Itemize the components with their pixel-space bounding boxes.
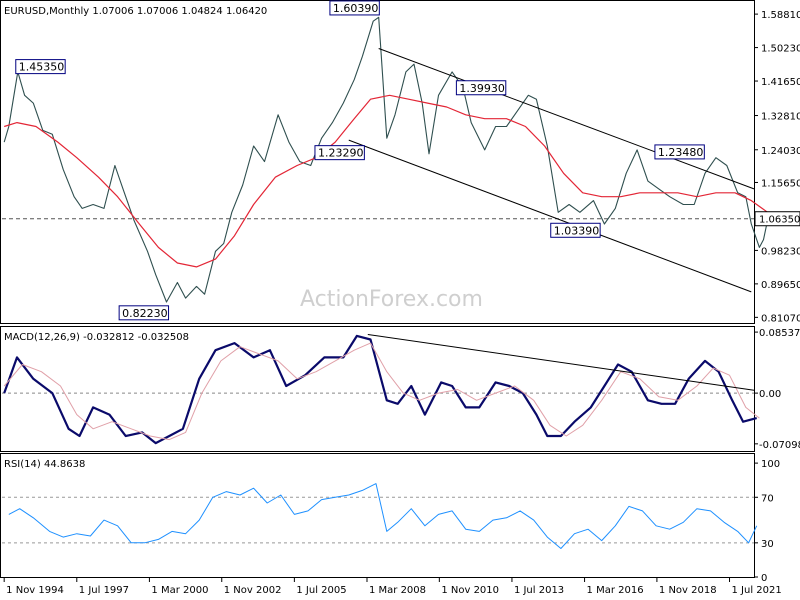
macd-tick-label: 0.085379 xyxy=(759,328,800,339)
annotation-box xyxy=(455,80,507,96)
macd-label: MACD(12,26,9) -0.032812 -0.032508 xyxy=(4,332,189,343)
time-tick-label: 1 Nov 2002 xyxy=(224,585,282,596)
rsi-line xyxy=(8,483,758,549)
annotation-box xyxy=(550,222,601,238)
price-annotation: 1.03390 xyxy=(550,222,601,238)
price-annotation: 1.39930 xyxy=(455,80,507,96)
price-annotation: 0.82230 xyxy=(118,305,170,321)
price-tick-label: 0.81070 xyxy=(761,313,800,324)
annotation-label: 1.60390 xyxy=(333,2,379,15)
price-layer: 1.45350 0.82230 1.60390 1.23290 1.39930 1.033… xyxy=(2,0,769,321)
rsi-tick-label: 0 xyxy=(761,573,767,584)
annotation-box xyxy=(654,144,705,160)
annotation-label: 0.82230 xyxy=(122,307,167,320)
rsi-label: RSI(14) 44.8638 xyxy=(4,459,85,470)
macd-layer xyxy=(2,334,760,445)
price-annotation: 1.45350 xyxy=(15,59,66,75)
price-tick-label: 0.98230 xyxy=(761,246,800,257)
annotation-label: 1.45350 xyxy=(19,61,65,74)
rsi-tick-label: 70 xyxy=(761,493,774,504)
time-tick-label: 1 Nov 2010 xyxy=(441,585,499,596)
ma-line xyxy=(4,94,768,268)
price-annotation: 1.60390 xyxy=(329,0,380,16)
time-tick-label: 1 Nov 1994 xyxy=(6,585,64,596)
annotation-box xyxy=(15,59,66,75)
price-tick-label: 1.24030 xyxy=(761,146,800,157)
rsi-layer xyxy=(2,483,758,549)
annotation-box xyxy=(314,145,365,161)
price-tick-label: 1.58810 xyxy=(761,10,800,21)
price-trendline-1 xyxy=(348,139,752,293)
price-line xyxy=(3,16,769,303)
price-panel-frame xyxy=(0,0,755,324)
rsi-tick-label: 30 xyxy=(761,539,774,550)
annotation-label: 1.03390 xyxy=(554,224,600,237)
time-tick-label: 1 Nov 2018 xyxy=(659,585,717,596)
annotation-label: 1.39930 xyxy=(459,82,505,95)
price-tick-label: 1.32810 xyxy=(761,112,800,123)
time-tick-label: 1 Mar 2008 xyxy=(369,585,426,596)
time-tick-label: 1 Jul 2021 xyxy=(732,585,782,596)
price-tick-label: 1.15650 xyxy=(761,178,800,189)
watermark: ActionForex.com xyxy=(300,287,483,312)
axis-layer: 1.58810 1.50230 1.41650 1.32810 1.24030 1.156… xyxy=(3,10,800,596)
current-price-box xyxy=(754,211,800,227)
rsi-tick-label: 100 xyxy=(761,459,780,470)
price-tick-label: 1.41650 xyxy=(761,77,800,88)
time-tick-label: 1 Mar 2016 xyxy=(587,585,644,596)
annotation-box xyxy=(329,0,380,16)
macd-trendline-0 xyxy=(367,334,755,391)
macd-tick-label: 0.00 xyxy=(759,389,781,400)
price-trendline-0 xyxy=(378,48,755,190)
annotation-label: 1.23480 xyxy=(658,146,704,159)
time-tick-label: 1 Jul 2013 xyxy=(514,585,564,596)
time-tick-label: 1 Jul 2005 xyxy=(296,585,346,596)
macd-panel-frame xyxy=(0,326,755,452)
annotation-label: 1.23290 xyxy=(318,147,364,160)
price-tick-label: 1.50230 xyxy=(761,44,800,55)
current-price-label: 1.06350 xyxy=(759,215,800,226)
time-tick-label: 1 Mar 2000 xyxy=(151,585,208,596)
signal-line xyxy=(3,342,760,441)
macd-line xyxy=(3,334,757,445)
macd-tick-label: -0.070989 xyxy=(759,440,800,451)
price-annotation: 1.23480 xyxy=(654,144,705,160)
time-tick-label: 1 Jul 1997 xyxy=(79,585,129,596)
annotation-box xyxy=(118,305,170,321)
price-annotation: 1.23290 xyxy=(314,145,365,161)
rsi-panel-frame xyxy=(0,453,755,578)
price-tick-label: 0.89650 xyxy=(761,280,800,291)
chart-header: EURUSD,Monthly 1.07006 1.07006 1.04824 1… xyxy=(4,6,267,17)
